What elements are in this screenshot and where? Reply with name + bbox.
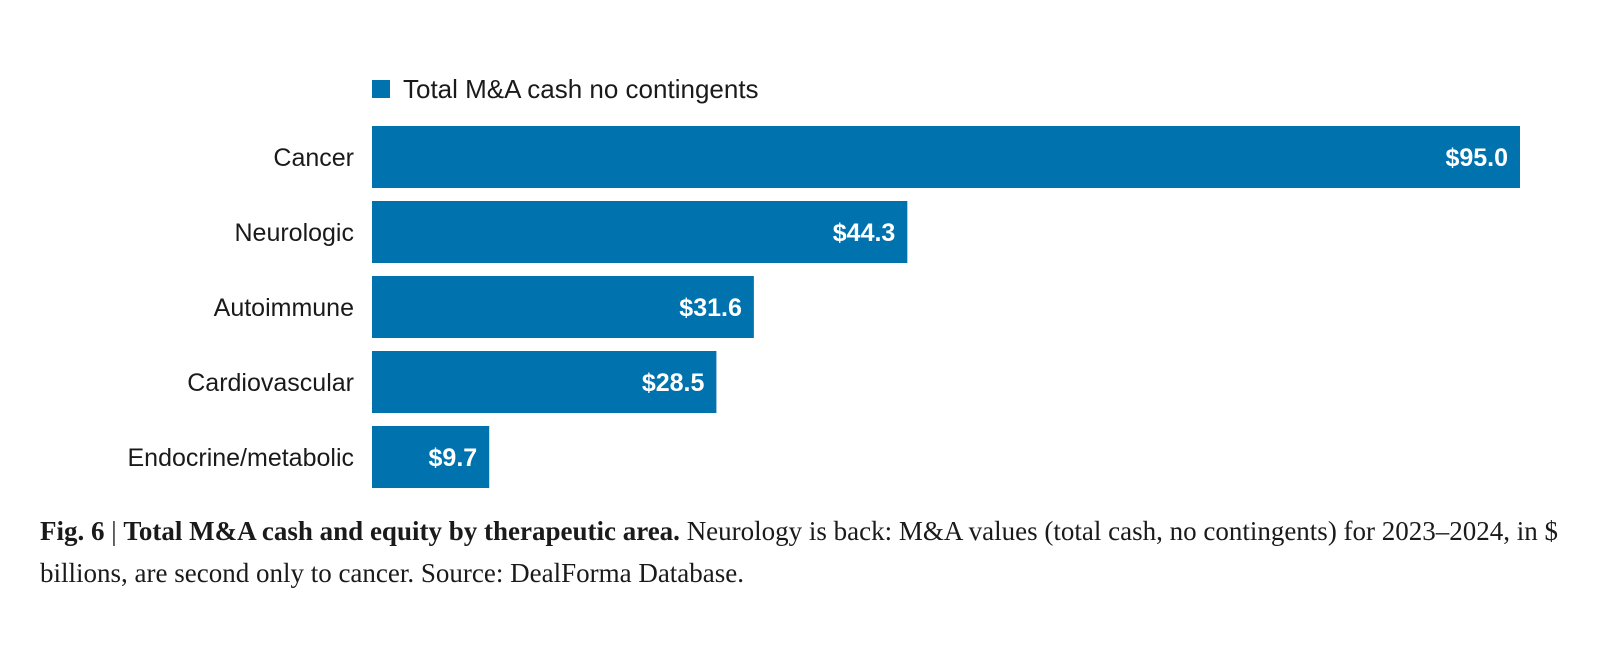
category-label: Cancer (273, 144, 354, 172)
bar (372, 126, 1520, 188)
bar-value-label: $44.3 (833, 219, 896, 247)
category-label: Neurologic (234, 219, 354, 247)
bar-value-label: $95.0 (1445, 144, 1508, 172)
bar-value-label: $9.7 (429, 444, 478, 472)
caption-fig-label: Fig. 6 (40, 516, 105, 546)
category-label: Cardiovascular (187, 369, 354, 397)
bar (372, 201, 908, 263)
category-label: Endocrine/metabolic (127, 444, 354, 472)
category-label: Autoimmune (214, 294, 354, 322)
bar (372, 351, 717, 413)
bar-value-label: $31.6 (679, 294, 742, 322)
bar-value-label: $28.5 (642, 369, 705, 397)
legend-swatch (372, 80, 390, 98)
legend-label: Total M&A cash no contingents (403, 74, 759, 104)
chart-legend: Total M&A cash no contingents (372, 74, 759, 104)
caption-text: Neurology is back: M&A values (total cas… (40, 516, 1559, 588)
bar (372, 426, 490, 488)
bars-group: Cancer $95.0 Neurologic $44.3 Autoimmune $31.… (127, 126, 1520, 488)
caption-separator: | (104, 516, 124, 546)
figure-caption: Fig. 6 | Total M&A cash and equity by th… (40, 510, 1560, 594)
bar (372, 276, 754, 338)
caption-title: Total M&A cash and equity by therapeutic… (123, 516, 680, 546)
